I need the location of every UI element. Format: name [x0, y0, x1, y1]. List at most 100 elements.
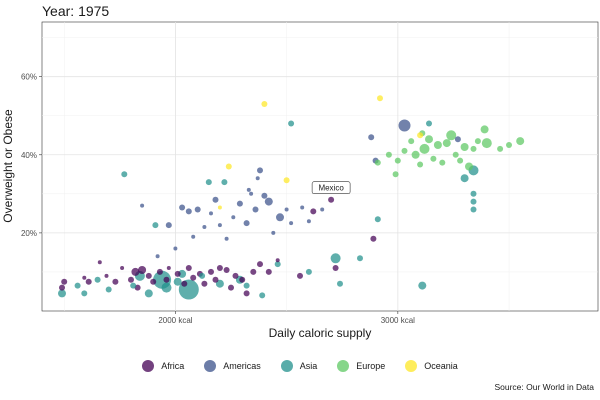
point-asia [161, 282, 172, 293]
point-europe [430, 155, 437, 162]
point-americas [191, 234, 196, 239]
point-africa [120, 266, 125, 270]
point-europe [411, 150, 420, 159]
legend-label: Africa [161, 361, 185, 371]
point-americas [231, 215, 236, 220]
legend-label: Europe [356, 361, 386, 371]
point-africa [223, 267, 230, 273]
point-africa [228, 284, 234, 291]
point-europe [465, 162, 473, 171]
point-africa [138, 266, 147, 274]
point-africa [174, 270, 181, 277]
legend-key [405, 360, 418, 372]
point-africa [190, 274, 197, 281]
point-americas [224, 236, 229, 241]
point-asia [418, 281, 427, 290]
point-africa [275, 258, 280, 263]
data-points [58, 95, 525, 300]
point-europe [401, 147, 408, 154]
point-americas [209, 211, 213, 216]
point-europe [374, 159, 381, 166]
point-asia [470, 198, 477, 205]
point-africa [328, 196, 335, 203]
legend-label: Oceania [424, 361, 458, 371]
point-asia [357, 255, 363, 262]
point-americas [194, 206, 201, 213]
point-oceania [217, 205, 222, 210]
axis-ticks: 2000 kcal 3000 kcal 20% 40% 60% [21, 73, 415, 325]
point-americas [261, 192, 268, 199]
x-tick-label: 3000 kcal [381, 316, 415, 325]
point-americas [368, 134, 375, 141]
point-africa [208, 268, 214, 275]
point-americas [320, 207, 325, 212]
legend-key [337, 360, 350, 372]
point-europe [446, 130, 457, 141]
gridlines [42, 22, 598, 311]
legend-key [280, 360, 293, 372]
legend-label: Americas [223, 361, 261, 371]
point-americas [179, 204, 186, 211]
legend-key [204, 360, 217, 372]
point-asia [215, 279, 224, 288]
legend: Africa Americas Asia Europe Oceania [0, 357, 600, 375]
point-americas [398, 119, 411, 132]
point-americas [140, 203, 145, 208]
point-americas [276, 213, 284, 222]
point-africa [112, 278, 119, 285]
point-oceania [283, 177, 290, 184]
point-asia [94, 276, 101, 283]
point-africa [82, 275, 87, 280]
point-europe [419, 143, 430, 154]
y-tick-label: 60% [21, 73, 37, 82]
point-europe [425, 135, 433, 144]
point-americas [255, 176, 260, 181]
point-asia [130, 282, 137, 289]
point-asia [305, 268, 312, 275]
point-asia [74, 282, 81, 289]
point-asia [288, 120, 295, 127]
point-africa [166, 266, 171, 270]
point-asia [426, 120, 432, 127]
legend-item-oceania: Oceania [405, 360, 458, 372]
point-asia [205, 179, 212, 186]
point-africa [310, 208, 317, 215]
annotation-box [311, 181, 351, 194]
point-americas [257, 167, 263, 174]
point-europe [481, 138, 492, 149]
point-americas [217, 223, 222, 228]
point-asia [337, 280, 343, 287]
point-asia [274, 261, 281, 268]
point-europe [392, 171, 399, 178]
point-europe [497, 145, 504, 152]
point-europe [385, 151, 392, 158]
point-asia [243, 282, 250, 289]
point-europe [452, 151, 459, 158]
point-asia [152, 222, 159, 229]
point-americas [155, 254, 160, 259]
point-africa [201, 280, 208, 287]
point-asia [221, 179, 228, 186]
y-tick-label: 40% [21, 151, 37, 160]
point-europe [439, 159, 446, 166]
source-caption: Source: Our World in Data [494, 382, 594, 392]
point-africa [128, 276, 134, 283]
point-africa [243, 290, 250, 297]
point-americas [249, 191, 254, 196]
point-africa [185, 265, 192, 271]
legend-label: Asia [299, 361, 318, 371]
point-europe [470, 145, 477, 152]
point-americas [185, 208, 192, 215]
legend-item-europe: Europe [337, 360, 385, 372]
point-americas [454, 136, 461, 143]
point-asia [374, 216, 381, 223]
point-europe [433, 141, 442, 149]
point-americas [173, 246, 178, 251]
point-europe [408, 138, 415, 145]
legend-key [142, 360, 155, 372]
y-tick-label: 20% [21, 229, 37, 238]
point-americas [289, 221, 294, 226]
point-asia [173, 277, 182, 286]
point-africa [104, 273, 109, 278]
